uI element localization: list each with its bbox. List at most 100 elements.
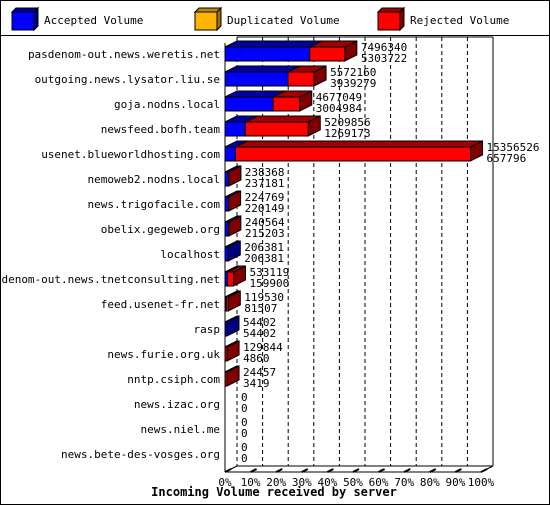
bar-accepted <box>224 46 311 62</box>
x-tick-mark <box>275 468 283 473</box>
legend-label-accepted: Accepted Volume <box>44 14 143 27</box>
category-label: news.izac.org <box>134 398 220 411</box>
category-label: news.bete-des-vosges.org <box>61 448 220 461</box>
bar-rejected <box>227 271 235 287</box>
data-label-total: 224769 <box>245 191 285 204</box>
data-label-accepted: 5303722 <box>361 52 407 65</box>
category-label: news.furie.org.uk <box>107 348 220 361</box>
x-tick-label: 30% <box>292 476 312 489</box>
category-label: pasdenom-out.news.weretis.net <box>28 48 220 61</box>
bar-accepted <box>224 71 289 87</box>
bar-accepted <box>224 196 230 212</box>
bar-rejected <box>309 46 346 62</box>
data-label-accepted: 220149 <box>245 202 285 215</box>
data-label-accepted: 1269173 <box>324 127 370 140</box>
data-label-total: 0 <box>241 391 248 404</box>
category-label: rasp <box>194 323 221 336</box>
bar-accepted <box>224 121 246 137</box>
legend-label-duplicated: Duplicated Volume <box>227 14 340 27</box>
data-label-total: 129844 <box>243 341 283 354</box>
data-label-accepted: 81507 <box>244 302 277 315</box>
category-label: nntp.csiph.com <box>127 373 220 386</box>
bar-accepted <box>224 96 274 112</box>
bar-rejected-top <box>235 140 483 148</box>
bar-rejected <box>272 96 301 112</box>
data-label-total: 54402 <box>243 316 276 329</box>
category-label: newsfeed.bofh.team <box>101 123 221 136</box>
category-label: localhost <box>160 248 220 261</box>
bar-accepted <box>224 171 230 187</box>
data-label-total: 206381 <box>244 241 284 254</box>
bar-accepted-top <box>224 40 323 48</box>
data-label-total: 4677049 <box>316 91 362 104</box>
bar-accepted <box>224 246 229 262</box>
bar-rejected <box>287 71 315 87</box>
x-tick-mark <box>224 468 232 473</box>
legend-label-rejected: Rejected Volume <box>410 14 509 27</box>
x-tick-label: 80% <box>420 476 440 489</box>
legend-swatch-duplicated <box>194 11 218 31</box>
legend-item-rejected: Rejected Volume <box>376 6 509 32</box>
legend-swatch-accepted <box>11 11 35 31</box>
legend-item-duplicated: Duplicated Volume <box>193 6 340 32</box>
x-tick-label: 70% <box>394 476 414 489</box>
data-label-accepted: 0 <box>241 452 248 465</box>
bar-rejected <box>244 121 309 137</box>
legend: Accepted Volume Duplicated Volume Reject… <box>10 6 509 32</box>
data-label-total: 24457 <box>243 366 276 379</box>
x-tick-label: 10% <box>241 476 261 489</box>
data-label-total: 5209856 <box>324 116 370 129</box>
data-label-total: 15356526 <box>486 141 539 154</box>
bar-accepted <box>224 321 228 337</box>
x-tick-mark <box>250 468 258 473</box>
x-tick-label: 90% <box>445 476 465 489</box>
data-label-accepted: 237181 <box>245 177 285 190</box>
data-label-accepted: 657796 <box>486 152 526 165</box>
data-label-total: 238368 <box>245 166 285 179</box>
data-label-total: 0 <box>241 441 248 454</box>
bar-rejected <box>225 296 229 312</box>
bar-accepted <box>224 221 229 237</box>
bar-accepted <box>224 146 237 162</box>
category-label: news.niel.me <box>141 423 220 436</box>
category-label: pasdenom-out.news.tnetconsulting.net <box>0 273 220 286</box>
x-tick-mark <box>429 468 437 473</box>
bar-rejected <box>235 146 471 162</box>
data-label-accepted: 159900 <box>250 277 290 290</box>
legend-swatch-rejected <box>377 11 401 31</box>
data-label-accepted: 54402 <box>243 327 276 340</box>
category-label: news.trigofacile.com <box>88 198 221 211</box>
data-label-total: 240564 <box>245 216 285 229</box>
category-label: obelix.gegeweb.org <box>101 223 220 236</box>
data-label-total: 5572160 <box>330 66 376 79</box>
data-label-total: 0 <box>241 416 248 429</box>
legend-swatch-accepted-side <box>33 6 39 32</box>
legend-item-accepted: Accepted Volume <box>10 6 143 32</box>
x-tick-label: 60% <box>369 476 389 489</box>
legend-swatch-rejected-side <box>399 6 405 32</box>
category-label: outgoing.news.lysator.liu.se <box>35 73 220 86</box>
data-label-accepted: 3419 <box>243 377 270 390</box>
x-tick-label: 0% <box>218 476 232 489</box>
x-tick-mark <box>301 468 309 473</box>
data-label-total: 119530 <box>244 291 284 304</box>
x-tick-mark <box>352 468 360 473</box>
category-label: goja.nodns.local <box>114 98 220 111</box>
plot-area: 0% 10% 20% 30% 40% 50% 60% 70% 80% 90% 100% pasdeno… <box>0 36 539 489</box>
x-tick-mark <box>480 468 488 473</box>
data-label-accepted: 0 <box>241 427 248 440</box>
x-tick-mark <box>326 468 334 473</box>
data-label-accepted: 206381 <box>244 252 284 265</box>
category-label: nemoweb2.nodns.local <box>88 173 220 186</box>
data-label-accepted: 3939279 <box>330 77 376 90</box>
bar-rejected <box>224 371 228 387</box>
category-label: usenet.blueworldhosting.com <box>41 148 220 161</box>
data-label-accepted: 4860 <box>243 352 270 365</box>
category-label: feed.usenet-fr.net <box>101 298 220 311</box>
data-label-accepted: 0 <box>241 402 248 415</box>
x-tick-label: 100% <box>468 476 495 489</box>
data-label-total: 7496340 <box>361 41 407 54</box>
data-label-accepted: 3004984 <box>316 102 363 115</box>
